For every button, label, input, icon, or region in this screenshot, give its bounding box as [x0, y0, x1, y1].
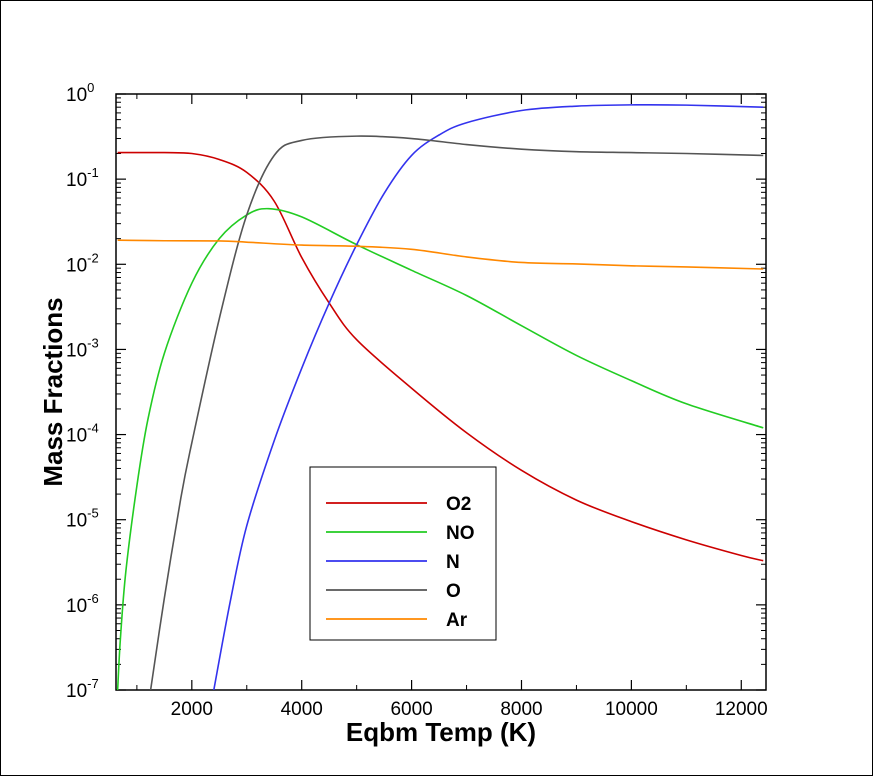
- legend: O2 NO NO Ar: [309, 466, 497, 641]
- series-line-o: [149, 135, 764, 690]
- x-axis-title: Eqbm Temp (K): [346, 717, 536, 747]
- plot-area: [115, 93, 767, 691]
- legend-label-n: N: [446, 552, 460, 573]
- series-line-o2: [117, 151, 764, 562]
- axis-ticks: 2000 4000 6000 8000 10000 12000 100 10-1 10-2 10-…: [66, 80, 768, 720]
- series-line-n: [213, 103, 764, 690]
- y-tick-label: 10-3: [66, 335, 99, 361]
- y-tick-label: 10-4: [66, 421, 99, 447]
- legend-label-no: NO: [446, 523, 475, 544]
- legend-label-o2: O2: [446, 494, 471, 515]
- series-line-no: [116, 207, 764, 690]
- series-lines: [116, 103, 764, 690]
- x-tick-label: 12000: [715, 699, 768, 720]
- y-tick-label: 10-1: [66, 165, 99, 191]
- x-tick-label: 4000: [281, 699, 323, 720]
- x-tick-label: 2000: [171, 699, 213, 720]
- y-tick-label: 10-5: [66, 506, 99, 532]
- y-tick-label: 10-6: [66, 591, 99, 617]
- y-tick-label: 10-7: [66, 676, 99, 702]
- y-tick-label: 10-2: [66, 250, 99, 276]
- legend-box: [309, 466, 497, 641]
- x-tick-label: 6000: [390, 699, 432, 720]
- series-line-ar: [117, 239, 764, 270]
- y-axis-title: Mass Fractions: [38, 297, 68, 486]
- x-tick-label: 8000: [500, 699, 542, 720]
- legend-label-ar: Ar: [446, 610, 468, 631]
- legend-label-o: O: [446, 581, 461, 602]
- x-tick-label: 10000: [605, 699, 658, 720]
- y-tick-label: 100: [66, 80, 94, 106]
